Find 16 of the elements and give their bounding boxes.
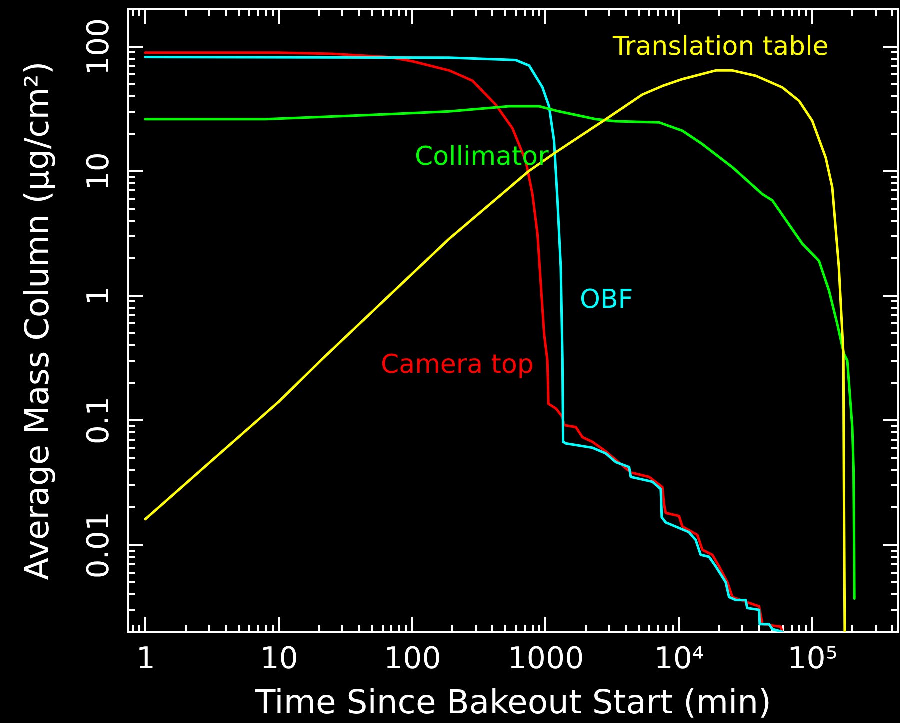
y-tick-label: 1 [82, 286, 116, 306]
y-tick-label: 0.01 [82, 512, 116, 579]
x-tick-label: 10⁴ [654, 642, 704, 676]
series-label: Translation table [612, 32, 829, 62]
series-label: OBF [580, 285, 634, 315]
y-tick-label: 0.1 [82, 396, 116, 445]
y-tick-label: 100 [82, 18, 116, 76]
x-axis-title: Time Since Bakeout Start (min) [254, 682, 772, 722]
x-tick-label: 1000 [508, 642, 584, 676]
x-tick-label: 10 [260, 642, 298, 676]
y-axis-title: Average Mass Column (μg/cm²) [18, 62, 56, 580]
x-tick-label: 100 [384, 642, 442, 676]
x-tick-label: 1 [136, 642, 156, 676]
y-tick-label: 10 [82, 152, 116, 191]
series-label: Camera top [381, 350, 534, 380]
x-tick-label: 10⁵ [788, 642, 838, 676]
